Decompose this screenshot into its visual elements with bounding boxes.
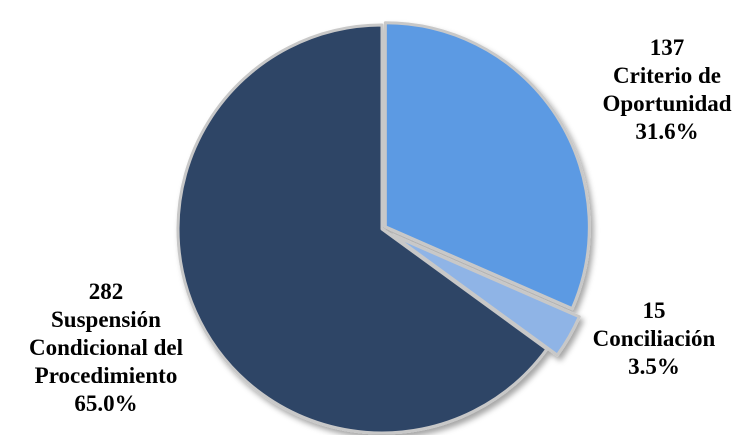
pie-slice-conciliacion <box>390 233 581 357</box>
pie-slice-suspension-condicional-del-procedimiento <box>176 23 549 435</box>
pie-slice-criterio-de-oportunidad <box>383 21 591 311</box>
data-label-suspension-condicional-del-procedimiento: 282 Suspensión Condicional del Procedimient… <box>29 279 183 416</box>
data-label-name: Procedimiento <box>35 363 178 388</box>
data-label-name: Oportunidad <box>602 91 731 116</box>
data-label-criterio-de-oportunidad: 137 Criterio de Oportunidad 31.6% <box>602 35 731 144</box>
data-label-name: Suspensión <box>51 307 161 332</box>
data-label-name: Conciliación <box>593 326 716 351</box>
data-label-percent: 31.6% <box>635 119 698 144</box>
data-label-name: Criterio de <box>613 63 721 88</box>
data-label-percent: 65.0% <box>74 391 137 416</box>
data-label-name: Condicional del <box>29 335 183 360</box>
data-label-value: 282 <box>89 279 124 304</box>
data-label-value: 15 <box>643 298 666 323</box>
data-label-percent: 3.5% <box>628 354 680 379</box>
data-label-conciliacion: 15 Conciliación 3.5% <box>593 298 716 379</box>
data-label-value: 137 <box>650 35 685 60</box>
